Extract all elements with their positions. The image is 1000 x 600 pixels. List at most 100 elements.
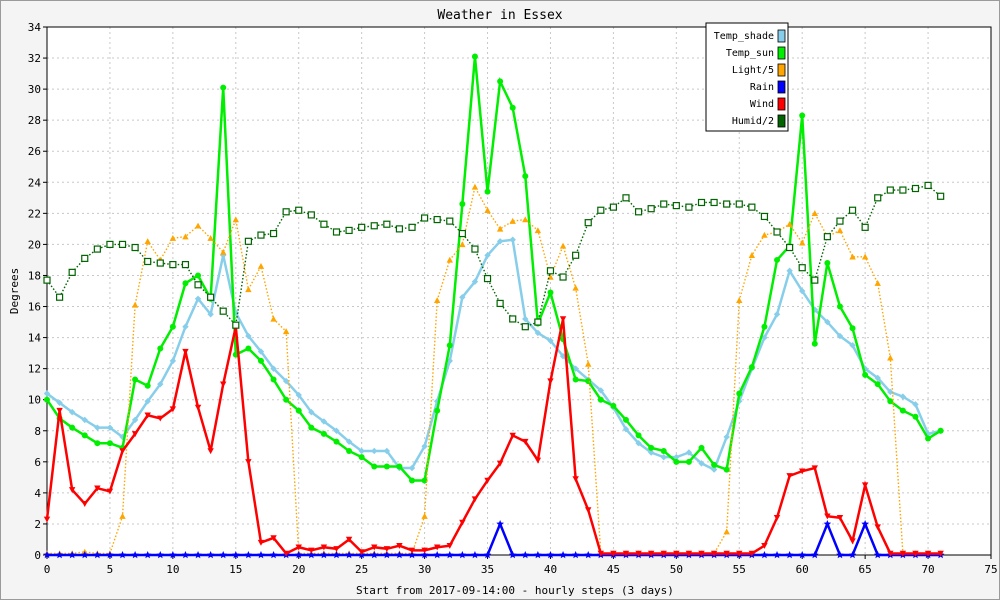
data-point-temp-shade — [836, 332, 844, 340]
data-point-temp-shade — [459, 294, 466, 301]
data-point-temp-sun — [585, 378, 592, 385]
data-point-humid-2 — [660, 200, 668, 208]
data-point-temp-shade — [106, 424, 114, 431]
data-point-rain — [294, 551, 303, 559]
data-point-temp-sun — [81, 432, 88, 439]
x-tick-label: 55 — [733, 563, 746, 576]
data-point-temp-sun — [446, 342, 453, 349]
data-point-wind — [849, 538, 856, 545]
data-point-rain — [232, 551, 240, 559]
data-point-temp-sun — [874, 381, 881, 388]
data-point-temp-shade — [144, 398, 151, 405]
data-point-humid-2 — [207, 293, 215, 301]
data-point-humid-2 — [320, 220, 328, 228]
data-point-temp-shade — [270, 365, 277, 372]
x-tick-label: 40 — [544, 563, 557, 576]
data-point-temp-shade — [383, 447, 391, 455]
y-tick-label: 6 — [34, 456, 41, 469]
data-point-humid-2 — [458, 229, 466, 238]
data-point-temp-shade — [912, 401, 919, 408]
data-point-rain — [181, 551, 190, 559]
y-tick-label: 4 — [34, 487, 41, 500]
data-point-rain — [785, 551, 794, 559]
data-point-light-5 — [522, 216, 529, 223]
data-point-humid-2 — [395, 225, 404, 233]
data-point-temp-sun — [144, 382, 151, 389]
data-point-wind — [421, 547, 428, 554]
data-point-temp-sun — [799, 112, 806, 119]
data-point-rain — [433, 551, 441, 559]
data-point-rain — [257, 551, 265, 559]
data-point-wind — [81, 501, 88, 507]
data-point-temp-shade — [496, 238, 504, 245]
data-point-temp-shade — [761, 334, 768, 341]
series-wind — [43, 316, 944, 557]
data-point-humid-2 — [937, 192, 945, 200]
data-point-rain — [219, 551, 228, 559]
data-point-rain — [43, 551, 51, 559]
data-point-wind — [673, 550, 680, 557]
data-point-humid-2 — [144, 257, 152, 266]
data-point-humid-2 — [282, 208, 290, 216]
data-point-light-5 — [459, 241, 466, 248]
data-point-rain — [68, 551, 76, 559]
data-point-humid-2 — [609, 203, 618, 211]
data-point-temp-shade — [358, 447, 365, 455]
data-point-rain — [571, 551, 580, 559]
data-point-light-5 — [194, 222, 202, 229]
data-point-light-5 — [585, 360, 592, 367]
data-point-rain — [194, 551, 202, 559]
data-point-temp-shade — [723, 433, 730, 441]
data-point-rain — [836, 551, 844, 559]
data-point-temp-sun — [320, 430, 327, 437]
legend-label-wind: Wind — [750, 99, 774, 110]
data-point-wind — [94, 485, 101, 492]
x-tick-label: 30 — [418, 563, 431, 576]
data-point-humid-2 — [421, 214, 429, 222]
data-point-light-5 — [849, 253, 856, 260]
data-point-rain — [118, 551, 127, 559]
data-point-light-5 — [220, 248, 227, 255]
data-point-wind — [761, 542, 768, 549]
data-point-wind — [144, 412, 151, 419]
data-point-humid-2 — [244, 237, 252, 245]
data-point-temp-sun — [295, 407, 302, 414]
data-point-wind — [572, 476, 579, 483]
data-point-humid-2 — [924, 181, 932, 189]
data-point-temp-shade — [421, 443, 428, 450]
data-point-temp-shade — [824, 318, 831, 326]
data-point-wind — [522, 438, 529, 445]
data-point-temp-shade — [68, 408, 76, 416]
data-point-rain — [521, 551, 530, 559]
y-tick-label: 26 — [28, 145, 41, 158]
data-point-humid-2 — [118, 240, 127, 249]
data-point-temp-sun — [824, 260, 831, 267]
data-point-rain — [370, 551, 379, 559]
y-tick-label: 34 — [28, 21, 42, 34]
y-tick-label: 20 — [28, 238, 41, 251]
legend-label-temp-shade: Temp_shade — [714, 31, 774, 42]
data-point-rain — [534, 551, 542, 559]
data-point-light-5 — [245, 286, 252, 293]
data-point-temp-sun — [157, 345, 164, 352]
data-point-temp-shade — [811, 306, 818, 313]
data-point-rain — [307, 551, 316, 559]
data-point-temp-sun — [509, 104, 516, 111]
data-point-light-5 — [572, 284, 579, 291]
data-point-temp-sun — [622, 416, 629, 423]
series-temp-sun — [44, 53, 944, 484]
data-point-temp-sun — [698, 444, 705, 451]
data-point-temp-shade — [408, 464, 416, 472]
data-point-temp-sun — [94, 440, 101, 447]
data-point-temp-shade — [157, 380, 164, 388]
data-point-light-5 — [748, 252, 756, 258]
data-point-humid-2 — [483, 274, 492, 283]
data-point-light-5 — [484, 207, 491, 213]
data-point-humid-2 — [572, 251, 580, 259]
data-point-humid-2 — [408, 223, 416, 231]
legend-swatch-wind — [777, 97, 786, 111]
data-point-humid-2 — [370, 222, 378, 230]
data-point-humid-2 — [760, 212, 769, 221]
data-point-temp-shade — [861, 365, 869, 372]
